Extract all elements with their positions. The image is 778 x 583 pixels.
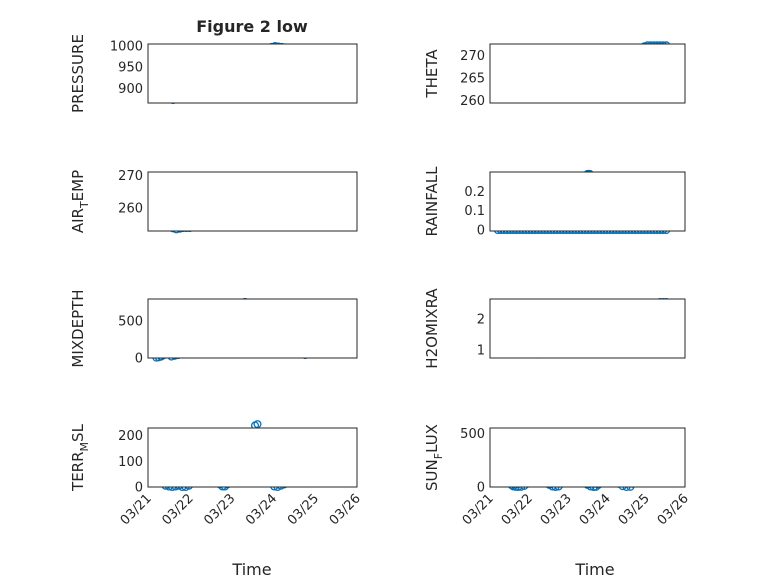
subplot-mixdepth: 0 500 MIXDEPTH [69,289,358,368]
subplot-h2omixra: 1 2 H2OMIXRA [423,288,686,369]
y-tick-label: 270 [460,49,485,64]
subplot-terr_msl: 03/21 03/22 03/23 03/24 03/25 03/26 0 100 200 TER… [69,420,364,528]
y-axis-label: TERRMSL [69,423,91,492]
axes-frame [489,43,686,104]
y-tick-label: 2 [477,313,485,328]
x-axis-label-right: Time [574,560,614,579]
y-tick-label: 0 [135,352,143,367]
y-axis-label: PRESSURE [69,34,87,113]
x-tick-label: 03/22 [160,491,197,528]
y-tick-label: 0 [477,481,485,496]
x-tick-label: 03/24 [577,491,614,528]
y-tick-label: 100 [118,455,143,470]
y-tick-label: 0.1 [464,204,485,219]
x-tick-label: 03/21 [118,491,155,528]
y-tick-label: 0 [477,224,485,239]
y-tick-label: 270 [118,169,143,184]
y-axis-label: THETA [423,49,441,99]
y-tick-label: 950 [118,61,143,76]
x-tick-label: 03/21 [460,491,497,528]
subplot-pressure: 900 950 1000 PRESSURE [69,34,358,113]
y-tick-label: 260 [460,94,485,109]
y-tick-label: 500 [460,427,485,442]
y-axis-label: MIXDEPTH [69,289,87,367]
x-tick-label: 03/23 [538,491,575,528]
axes-frame [489,171,686,232]
axes-frame [147,298,358,359]
y-tick-label: 260 [118,202,143,217]
subplot-theta: 260 265 270 THETA [423,41,686,109]
figure-title: Figure 2 low [196,17,308,36]
y-axis-label: RAINFALL [423,166,441,237]
y-tick-label: 900 [118,82,143,97]
y-tick-label: 1 [477,344,485,359]
x-axis-label-left: Time [231,560,271,579]
x-tick-label: 03/24 [243,491,280,528]
axes-frame [147,171,358,232]
axes-frame [489,298,686,359]
y-axis-label: H2OMIXRA [423,288,441,369]
y-axis-label: SUNFLUX [423,424,445,491]
subplot-rainfall: 0 0.1 0.2 RAINFALL [423,166,686,239]
y-tick-label: 0.2 [464,185,485,200]
x-tick-label: 03/26 [655,491,692,528]
x-tick-label: 03/26 [327,491,364,528]
x-tick-label: 03/23 [201,491,238,528]
x-tick-label: 03/22 [499,491,536,528]
y-axis-label: AIRTEMP [69,170,91,233]
y-tick-label: 265 [460,72,485,87]
y-tick-label: 1000 [110,40,143,55]
y-tick-label: 500 [118,315,143,330]
x-tick-label: 03/25 [616,491,653,528]
subplot-air_temp: 260 270 AIRTEMP [69,169,358,234]
subplot-sun_flux: 03/21 03/22 03/23 03/24 03/25 03/26 0 500 SUNFLU… [423,424,692,528]
axes-frame [147,43,358,104]
axes-frame [489,427,686,488]
axes-frame [147,427,358,488]
x-tick-label: 03/25 [285,491,322,528]
y-tick-label: 0 [135,481,143,496]
y-tick-label: 200 [118,429,143,444]
